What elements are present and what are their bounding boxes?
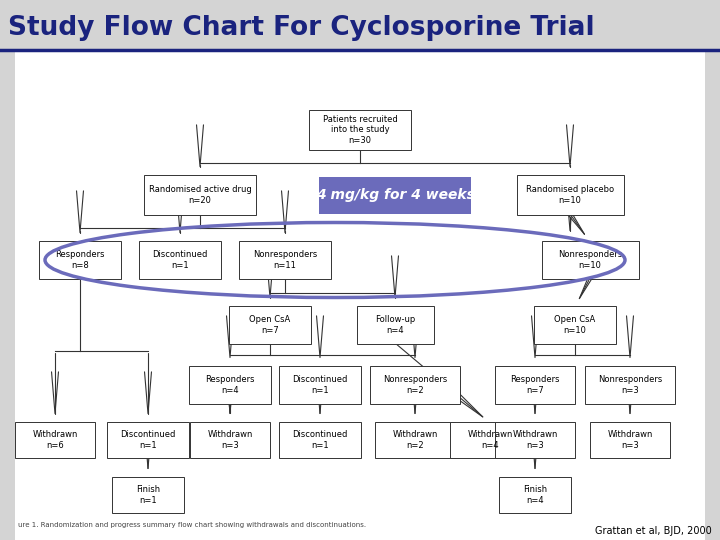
FancyBboxPatch shape (495, 366, 575, 404)
FancyBboxPatch shape (189, 366, 271, 404)
Text: Randomised active drug
n=20: Randomised active drug n=20 (148, 185, 251, 205)
FancyBboxPatch shape (112, 477, 184, 513)
Text: Nonresponders
n=2: Nonresponders n=2 (383, 375, 447, 395)
Text: Finish
n=1: Finish n=1 (136, 485, 160, 505)
FancyBboxPatch shape (499, 477, 571, 513)
Text: Grattan et al, BJD, 2000: Grattan et al, BJD, 2000 (595, 526, 712, 536)
Text: Discontinued
n=1: Discontinued n=1 (292, 430, 348, 450)
FancyBboxPatch shape (190, 422, 270, 458)
FancyBboxPatch shape (590, 422, 670, 458)
Bar (0, 52, 15, 540)
Text: Finish
n=4: Finish n=4 (523, 485, 547, 505)
FancyBboxPatch shape (107, 422, 189, 458)
Text: Responders
n=4: Responders n=4 (205, 375, 255, 395)
Text: Nonresponders
n=3: Nonresponders n=3 (598, 375, 662, 395)
Text: Discontinued
n=1: Discontinued n=1 (292, 375, 348, 395)
Text: Discontinued
n=1: Discontinued n=1 (120, 430, 176, 450)
FancyBboxPatch shape (370, 366, 460, 404)
FancyBboxPatch shape (375, 422, 455, 458)
FancyBboxPatch shape (15, 422, 95, 458)
Text: Responders
n=7: Responders n=7 (510, 375, 559, 395)
FancyBboxPatch shape (279, 366, 361, 404)
Text: ure 1. Randomization and progress summary flow chart showing withdrawals and dis: ure 1. Randomization and progress summar… (18, 522, 366, 528)
Text: Withdrawn
n=3: Withdrawn n=3 (207, 430, 253, 450)
FancyBboxPatch shape (319, 177, 471, 213)
Text: Responders
n=8: Responders n=8 (55, 251, 104, 269)
FancyBboxPatch shape (356, 306, 433, 344)
Text: Nonresponders
n=11: Nonresponders n=11 (253, 251, 317, 269)
Bar (705, 52, 720, 540)
Text: Randomised placebo
n=10: Randomised placebo n=10 (526, 185, 614, 205)
Text: Withdrawn
n=4: Withdrawn n=4 (467, 430, 513, 450)
FancyBboxPatch shape (534, 306, 616, 344)
Text: Open CsA
n=7: Open CsA n=7 (249, 315, 291, 335)
Text: Nonresponders
n=10: Nonresponders n=10 (558, 251, 622, 269)
FancyBboxPatch shape (585, 366, 675, 404)
FancyBboxPatch shape (139, 241, 221, 279)
FancyBboxPatch shape (239, 241, 331, 279)
Text: Follow-up
n=4: Follow-up n=4 (375, 315, 415, 335)
Text: Discontinued
n=1: Discontinued n=1 (153, 251, 207, 269)
FancyBboxPatch shape (516, 175, 624, 215)
Text: Withdrawn
n=6: Withdrawn n=6 (32, 430, 78, 450)
FancyBboxPatch shape (450, 422, 530, 458)
Text: Withdrawn
n=3: Withdrawn n=3 (607, 430, 653, 450)
FancyBboxPatch shape (309, 110, 411, 150)
FancyBboxPatch shape (229, 306, 311, 344)
FancyBboxPatch shape (39, 241, 121, 279)
Text: Open CsA
n=10: Open CsA n=10 (554, 315, 595, 335)
FancyBboxPatch shape (541, 241, 639, 279)
Text: Withdrawn
n=2: Withdrawn n=2 (392, 430, 438, 450)
FancyBboxPatch shape (144, 175, 256, 215)
Text: Patients recruited
into the study
n=30: Patients recruited into the study n=30 (323, 115, 397, 145)
Text: 4 mg/kg for 4 weeks: 4 mg/kg for 4 weeks (315, 188, 474, 202)
Bar (0, 0, 720, 52)
Text: Withdrawn
n=3: Withdrawn n=3 (513, 430, 558, 450)
FancyBboxPatch shape (495, 422, 575, 458)
Text: Study Flow Chart For Cyclosporine Trial: Study Flow Chart For Cyclosporine Trial (8, 15, 595, 41)
FancyBboxPatch shape (279, 422, 361, 458)
